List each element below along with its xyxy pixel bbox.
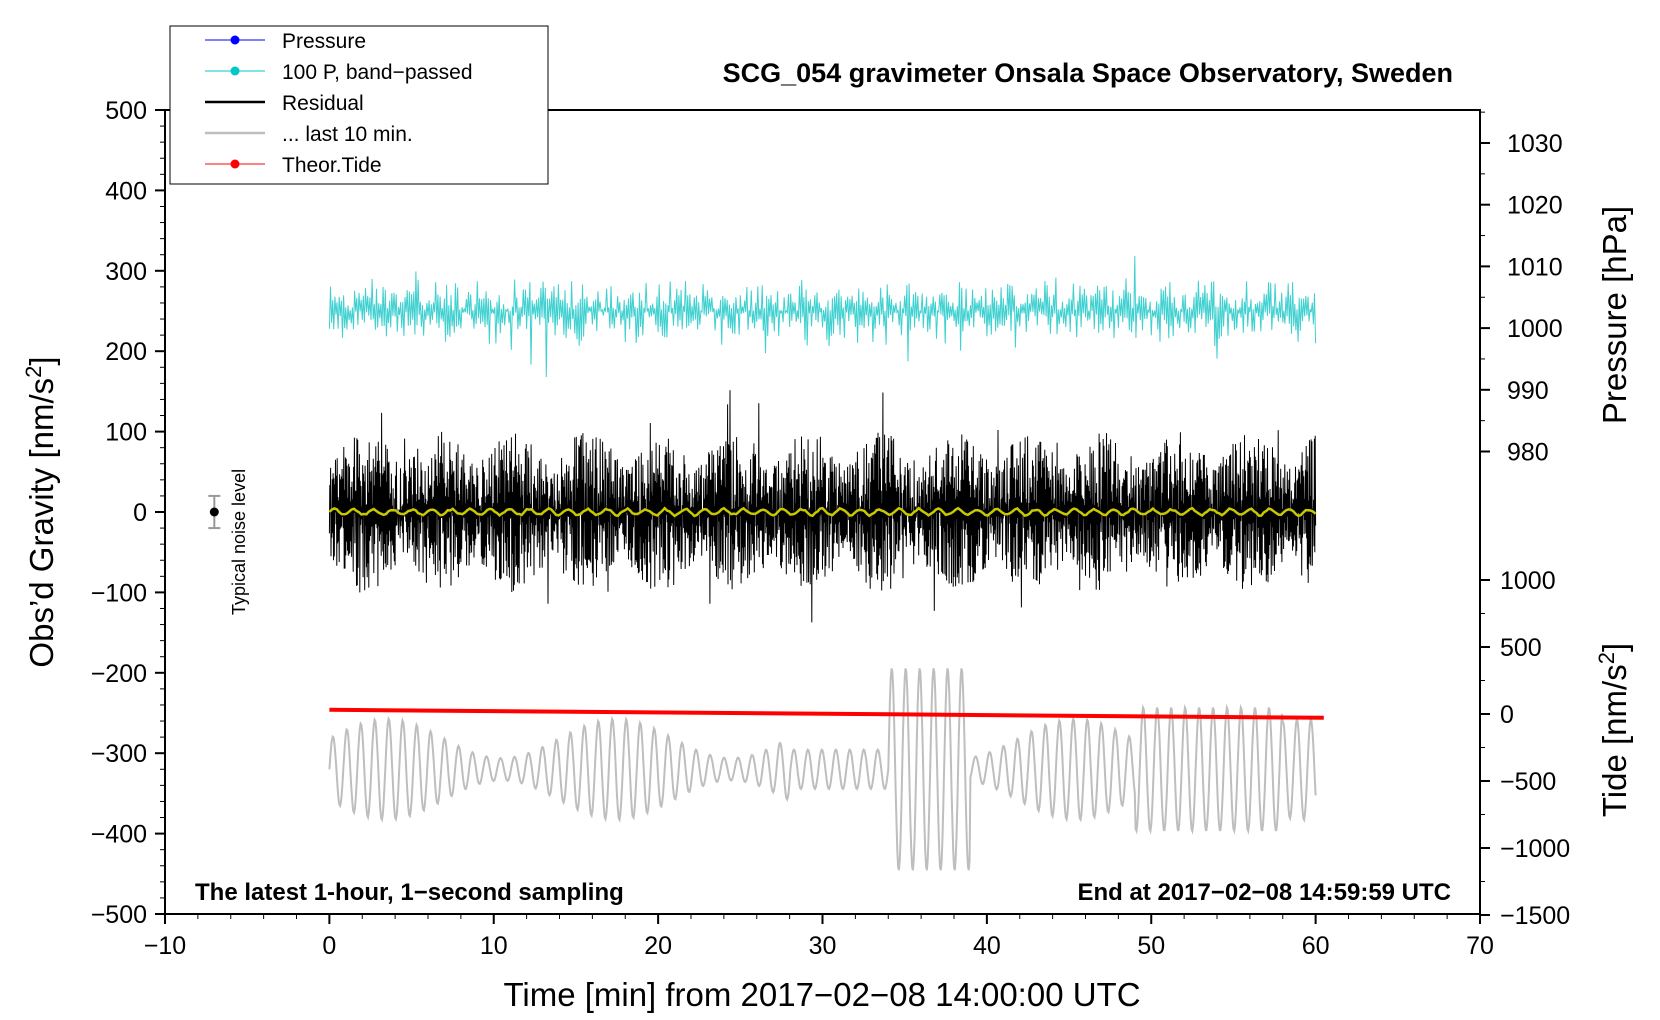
tide-tick-label: 0 — [1500, 701, 1514, 729]
theoretical-tide-series — [329, 707, 1324, 720]
legend-label: ... last 10 min. — [282, 123, 413, 146]
last-10-min-line — [328, 668, 1317, 871]
x-tick-label: 20 — [644, 932, 672, 960]
noise-level-label: Typical noise level — [229, 469, 249, 615]
last-10-min-series — [328, 668, 1317, 871]
pressure-tick-label: 1010 — [1507, 253, 1563, 281]
noise-level-point — [209, 507, 219, 517]
legend-marker — [230, 159, 240, 169]
x-tick-label: −10 — [144, 932, 186, 960]
y-tick-label: −400 — [91, 821, 147, 849]
residual-line — [328, 390, 1317, 623]
residual-smoothed-series — [328, 506, 1317, 518]
y-tick-label: 300 — [105, 258, 147, 286]
theoretical-tide-line — [329, 707, 1324, 720]
x-tick-label: 10 — [480, 932, 508, 960]
noise-level-marker — [208, 494, 221, 530]
pressure-tick-label: 980 — [1507, 439, 1549, 467]
y-tick-label: −500 — [91, 901, 147, 929]
tide-axis-ticks: 1000 500 0 −500 −1000 −1500 — [1480, 567, 1570, 930]
pressure-tick-label: 1020 — [1507, 192, 1563, 220]
legend-label: 100 P, band−passed — [282, 61, 473, 84]
legend-label: Pressure — [282, 30, 366, 53]
pressure-tick-label: 1030 — [1507, 130, 1563, 158]
y-axis-label-left: Obs’d Gravity [nm/s2] — [21, 356, 61, 667]
x-tick-label: 70 — [1466, 932, 1494, 960]
y-tick-label: −200 — [91, 660, 147, 688]
tide-tick-label: 500 — [1500, 634, 1542, 662]
y-tick-label: 400 — [105, 177, 147, 205]
x-tick-label: 0 — [322, 932, 336, 960]
pressure-axis-ticks: 1030 1020 1010 1000 990 980 — [1480, 111, 1563, 467]
y-axis-ticks: 500 400 300 200 100 0 −100 −200 −300 −400 −500 — [91, 97, 165, 929]
x-axis-label: Time [min] from 2017−02−08 14:00:00 UTC — [503, 976, 1140, 1013]
residual-series — [328, 390, 1317, 623]
legend-box — [169, 25, 549, 185]
y-tick-label: 100 — [105, 419, 147, 447]
tide-tick-label: −1000 — [1500, 835, 1570, 863]
legend-marker — [230, 66, 240, 76]
y-tick-label: 0 — [133, 499, 147, 527]
legend-label: Residual — [282, 92, 364, 115]
tide-axis-label: Tide [nm/s2] — [1594, 643, 1634, 817]
x-tick-label: 40 — [973, 932, 1001, 960]
pressure-bandpassed-line — [328, 255, 1317, 378]
pressure-bandpassed-series — [328, 255, 1317, 378]
y-tick-label: −100 — [91, 579, 147, 607]
pressure-axis-label: Pressure [hPa] — [1596, 206, 1633, 424]
pressure-tick-label: 990 — [1507, 377, 1549, 405]
legend-label: Theor.Tide — [282, 154, 382, 177]
annotation-right: End at 2017−02−08 14:59:59 UTC — [1077, 879, 1451, 906]
x-tick-label: 50 — [1137, 932, 1165, 960]
tide-tick-label: −1500 — [1500, 902, 1570, 930]
y-tick-label: 200 — [105, 338, 147, 366]
pressure-tick-label: 1000 — [1507, 315, 1563, 343]
legend: Pressure 100 P, band−passed Residual ... la… — [169, 25, 549, 185]
y-tick-label: −300 — [91, 740, 147, 768]
tide-tick-label: 1000 — [1500, 567, 1556, 595]
residual-smoothed-line — [328, 506, 1317, 518]
x-tick-label: 30 — [809, 932, 837, 960]
x-tick-label: 60 — [1302, 932, 1330, 960]
annotation-left: The latest 1-hour, 1−second sampling — [195, 879, 624, 906]
tide-tick-label: −500 — [1500, 768, 1556, 796]
y-tick-label: 500 — [105, 97, 147, 125]
x-axis-ticks: −10 0 10 20 30 40 50 60 70 — [144, 914, 1494, 960]
legend-marker — [230, 35, 240, 45]
chart-title: SCG_054 gravimeter Onsala Space Observat… — [723, 58, 1453, 88]
